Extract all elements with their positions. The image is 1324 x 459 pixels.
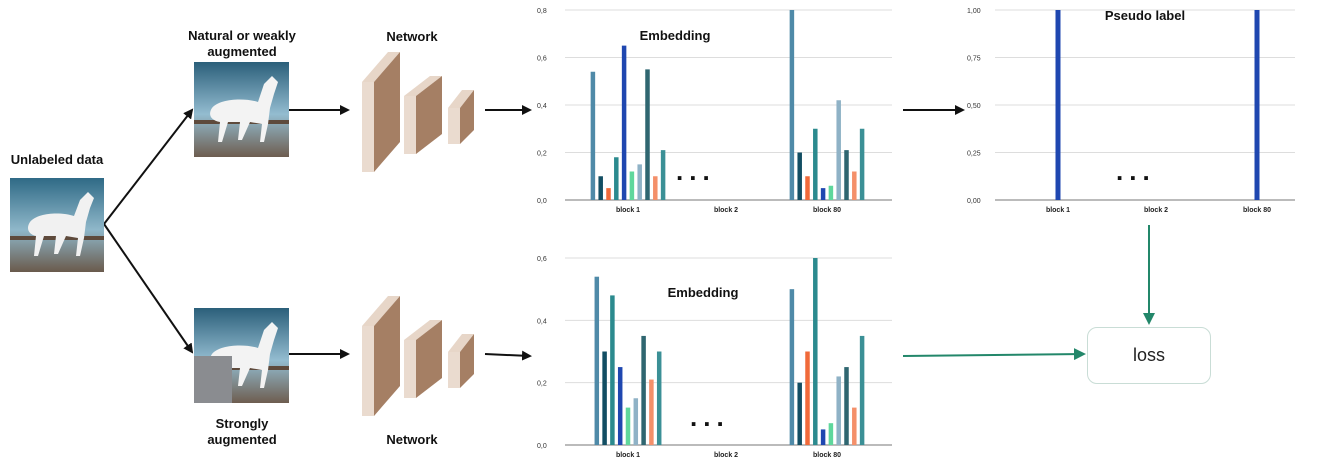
- emb-bottom-bar: [828, 423, 834, 445]
- emb-bottom-bar: [617, 367, 623, 445]
- emb-bottom-ytick-label: 0,4: [537, 318, 547, 325]
- emb-top-bar: [828, 185, 834, 200]
- emb-top-bar: [836, 100, 841, 200]
- weak-augmented-image: [194, 62, 289, 157]
- emb-bottom-bar: [797, 382, 802, 445]
- emb-bottom-bar: [594, 276, 600, 445]
- network-bottom: [362, 296, 474, 416]
- pseudo-label-chart: 0,00 0,25 0,50 0,75 1,00 Pseudo label block 1 b…: [967, 8, 1295, 214]
- emb-top-bar: [590, 71, 596, 200]
- emb-bottom-bar: [633, 398, 639, 445]
- arrow-network-to-embedding-bottom: [484, 350, 532, 361]
- emb-bottom-bar: [656, 351, 662, 445]
- loss-box: loss: [1087, 327, 1211, 384]
- arrow-embedding-to-loss: [902, 348, 1086, 361]
- pseudo-xtick-label: block 80: [1243, 207, 1271, 214]
- strong-augmented-label-line2: augmented: [207, 432, 277, 447]
- emb-top-title: Embedding: [640, 28, 711, 43]
- network-bottom-label: Network: [386, 432, 438, 447]
- emb-top-bar: [606, 188, 611, 200]
- pseudo-ytick-label: 0,50: [967, 103, 981, 110]
- emb-bottom-title: Embedding: [668, 285, 739, 300]
- weak-augmented-label-line1: Natural or weakly: [188, 28, 296, 43]
- emb-top-xtick-label: block 1: [616, 207, 640, 214]
- emb-top-bar: [852, 171, 857, 200]
- emb-top-bar: [859, 128, 865, 200]
- emb-top-ytick-label: 0,8: [537, 8, 547, 15]
- emb-bottom-ytick-label: 0,6: [537, 256, 547, 263]
- pseudo-bar: [1055, 10, 1061, 200]
- emb-top-ytick-label: 0,2: [537, 151, 547, 158]
- emb-top-bar: [797, 152, 802, 200]
- strong-augmented-image: [194, 308, 289, 403]
- emb-bottom-bar: [844, 367, 849, 445]
- network-top: [362, 52, 474, 172]
- emb-bottom-xtick-label: block 2: [714, 452, 738, 459]
- emb-top-bar: [629, 171, 635, 200]
- emb-top-ytick-label: 0,6: [537, 56, 547, 63]
- emb-bottom-bar: [789, 289, 795, 445]
- pseudo-ytick-label: 0,75: [967, 56, 981, 63]
- emb-bottom-bar: [852, 407, 857, 445]
- pseudo-ytick-label: 0,25: [967, 151, 981, 158]
- emb-top-xtick-label: block 2: [714, 207, 738, 214]
- arrow-to-weak: [103, 108, 194, 225]
- weak-augmented-label-line2: augmented: [207, 44, 277, 59]
- emb-bottom-bar: [805, 351, 810, 445]
- emb-top-bar: [621, 45, 627, 200]
- unlabeled-data-label: Unlabeled data: [10, 152, 104, 167]
- emb-top-bar: [660, 150, 666, 200]
- pseudo-ytick-label: 0,00: [967, 198, 981, 205]
- network-top-label: Network: [386, 29, 438, 44]
- emb-top-ytick-label: 0,4: [537, 103, 547, 110]
- emb-top-bar: [813, 128, 818, 200]
- pseudo-bar: [1254, 10, 1260, 200]
- emb-top-xtick-label: block 80: [813, 207, 841, 214]
- ellipsis-top: ...: [676, 156, 716, 186]
- loss-label: loss: [1132, 345, 1165, 365]
- emb-bottom-ytick-label: 0,2: [537, 381, 547, 388]
- emb-top-bar: [614, 157, 619, 200]
- emb-bottom-bar: [836, 376, 841, 445]
- emb-bottom-bar: [649, 379, 654, 445]
- unlabeled-image: [10, 178, 104, 272]
- emb-bottom-xtick-label: block 1: [616, 452, 640, 459]
- emb-bottom-bar: [820, 429, 826, 445]
- pseudo-ytick-label: 1,00: [967, 8, 981, 15]
- emb-bottom-xtick-label: block 80: [813, 452, 841, 459]
- ellipsis-pseudo: ...: [1116, 156, 1156, 186]
- strong-augmented-label-line1: Strongly: [215, 416, 269, 431]
- emb-top-bar: [637, 164, 642, 200]
- emb-top-bar: [844, 150, 849, 200]
- embedding-chart-top: 0,0 0,2 0,4 0,6 0,8 Embedding block 1 block 2 bl…: [537, 8, 892, 214]
- pseudo-title: Pseudo label: [1105, 8, 1185, 23]
- emb-top-bar: [805, 176, 810, 200]
- arrow-to-strong: [103, 223, 194, 354]
- emb-top-bar: [789, 10, 795, 200]
- emb-bottom-ytick-label: 0,0: [537, 443, 547, 450]
- emb-top-ytick-label: 0,0: [537, 198, 547, 205]
- emb-bottom-bar: [813, 258, 818, 445]
- emb-top-bar: [598, 176, 603, 200]
- emb-top-bar: [820, 188, 826, 200]
- emb-top-bar: [645, 69, 650, 200]
- emb-bottom-bar: [610, 295, 615, 445]
- pseudo-xtick-label: block 2: [1144, 207, 1168, 214]
- ellipsis-bottom: ...: [690, 402, 730, 432]
- emb-bottom-bar: [641, 335, 646, 445]
- emb-bottom-bar: [859, 335, 865, 445]
- emb-bottom-bar: [602, 351, 607, 445]
- embedding-chart-bottom: 0,0 0,2 0,4 0,6 Embedding block 1 block 2 block…: [537, 256, 892, 459]
- emb-top-bar: [653, 176, 658, 200]
- pseudo-xtick-label: block 1: [1046, 207, 1070, 214]
- emb-bottom-bar: [625, 407, 631, 445]
